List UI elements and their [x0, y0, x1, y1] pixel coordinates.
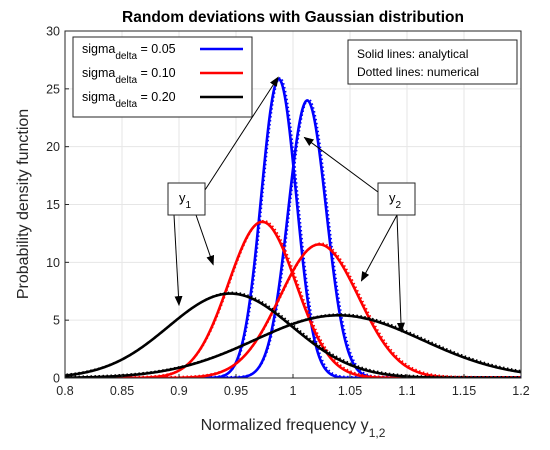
annotation-box [167, 182, 206, 216]
annotation-arrow [204, 76, 279, 191]
note-box: Solid lines: analytical Dotted lines: num… [347, 39, 518, 85]
annotation-arrow [195, 214, 215, 266]
annotation-arrow [396, 214, 405, 333]
series-curves [65, 77, 521, 378]
legend-label: sigmadelta = 0.10 [82, 66, 176, 86]
series-line-numerical [66, 98, 521, 378]
y-tick-label: 25 [46, 82, 60, 96]
x-tick-label: 0.8 [56, 384, 73, 398]
axis-ticks: 0.8 0.85 0.9 0.95 1 1.05 1.1 1.15 1.2 0 5 10 15 20 25 3… [46, 25, 530, 399]
x-tick-label: 1 [290, 384, 297, 398]
annotation-label: y2 [389, 190, 402, 211]
note-frame [347, 39, 518, 85]
annotation-arrow [303, 136, 379, 193]
annotations: y1 y2 [167, 76, 416, 333]
legend-label: sigmadelta = 0.05 [82, 42, 176, 62]
annotation-arrow [360, 214, 398, 282]
x-tick-label: 1.2 [512, 384, 529, 398]
series-line-numerical [66, 77, 521, 378]
note-line: Dotted lines: numerical [357, 65, 479, 79]
annotation-label: y1 [179, 190, 192, 211]
series-line-numerical [66, 313, 521, 378]
y-tick-label: 5 [53, 314, 60, 328]
legend-label: sigmadelta = 0.20 [82, 90, 176, 110]
chart-title: Random deviations with Gaussian distribu… [122, 9, 464, 26]
x-axis-label: Normalized frequency y1,2 [201, 417, 386, 440]
y-tick-label: 20 [46, 140, 60, 154]
y-tick-label: 15 [46, 198, 60, 212]
x-tick-label: 1.15 [452, 384, 476, 398]
note-line: Solid lines: analytical [357, 47, 468, 61]
series-line-analytical [65, 314, 521, 378]
x-tick-label: 1.05 [338, 384, 362, 398]
legend-box [72, 36, 253, 118]
annotation-arrow [173, 214, 183, 307]
x-tick-label: 0.95 [224, 384, 248, 398]
y-tick-label: 10 [46, 256, 60, 270]
y-axis-label: Probability density function [15, 109, 32, 299]
x-tick-label: 0.85 [110, 384, 134, 398]
series-line-analytical [65, 99, 521, 378]
x-tick-label: 1.1 [398, 384, 415, 398]
series-line-numerical [66, 291, 521, 378]
y-tick-label: 30 [46, 25, 60, 39]
x-tick-label: 0.9 [170, 384, 187, 398]
legend: sigmadelta = 0.05 sigmadelta = 0.10 sigmad… [72, 36, 253, 118]
y-tick-label: 0 [53, 372, 60, 386]
annotation-box [377, 182, 416, 216]
series-line-numerical [66, 242, 521, 378]
